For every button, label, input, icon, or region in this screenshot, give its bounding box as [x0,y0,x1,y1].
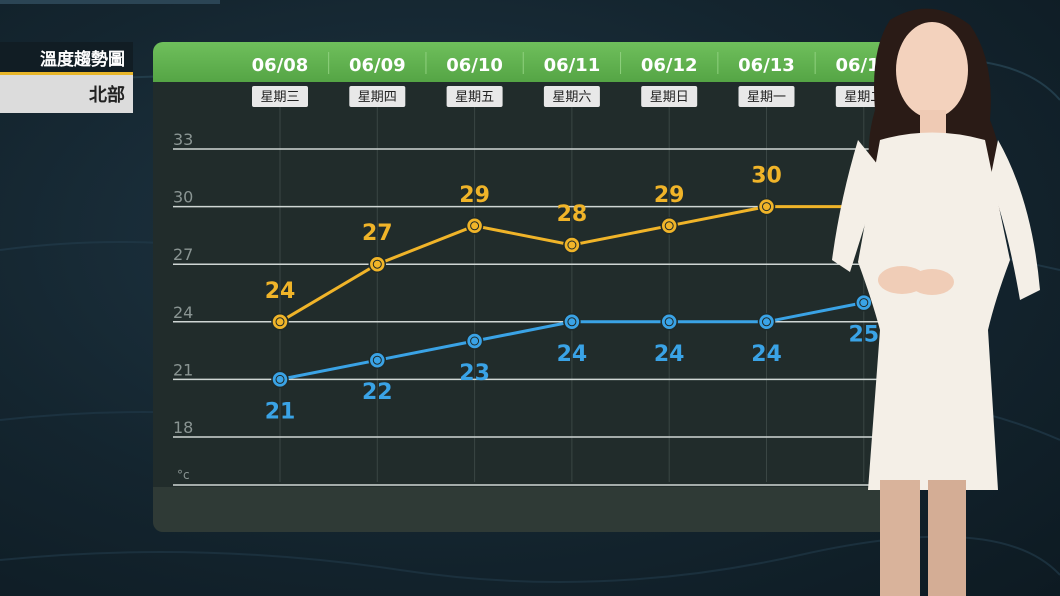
low-value-label: 24 [557,342,588,367]
low-point-center [859,298,869,308]
weekday-label: 星期五 [455,90,494,105]
chart-panel: 06/08 星期三 06/09 星期四 06/10 星期五 06/11 星期六 06/12 星期日… [153,42,893,532]
region-label: 北部 [0,75,133,113]
date-label: 06/09 [349,55,406,76]
y-tick-label: 33 [173,130,193,149]
date-label: 06/10 [446,55,503,76]
high-point-center [372,259,382,269]
high-point-center [470,221,480,231]
y-tick-label: 30 [173,188,193,207]
high-value-label: 28 [557,202,588,227]
temperature-chart: 06/08 星期三 06/09 星期四 06/10 星期五 06/11 星期六 06/12 星期日… [173,52,893,486]
low-point-center [664,317,674,327]
low-value-label: 21 [265,399,296,424]
y-tick-label: 21 [173,360,193,379]
high-value-label: 29 [459,183,490,208]
date-label: 06/13 [738,55,795,76]
presenter-figure [832,8,1040,596]
low-value-label: 24 [654,342,685,367]
low-point-center [275,374,285,384]
y-tick-label: 18 [173,418,193,437]
weekday-label: 星期六 [552,90,591,105]
weekday-badge [543,86,600,107]
low-point-center [470,336,480,346]
date-label: 06/11 [544,55,601,76]
high-point-center [275,317,285,327]
high-value-label: 27 [362,221,393,246]
low-point-center [567,317,577,327]
weekday-badge [252,86,308,107]
high-point-center [664,221,674,231]
low-point-center [372,355,382,365]
title-box: 溫度趨勢圖 北部 [0,42,133,113]
high-value-label: 24 [265,279,296,304]
high-value-label: 29 [654,183,685,208]
date-label: 06/12 [641,55,698,76]
weekday-label: 星期日 [650,90,689,105]
y-tick-label: 27 [173,245,193,264]
weekday-label: 星期三 [260,90,299,105]
high-value-label: 30 [751,164,782,189]
weekday-badge [349,86,406,107]
low-value-label: 22 [362,380,393,405]
date-label: 06/08 [252,55,309,76]
low-value-label: 23 [459,361,490,386]
unit-label: °c [177,468,190,482]
weekday-label: 星期一 [747,90,786,105]
high-point-center [567,240,577,250]
low-point-center [762,317,771,327]
weekday-badge [738,86,795,107]
y-tick-label: 24 [173,303,193,322]
weekday-label: 星期四 [358,90,397,105]
weekday-label: 星期二 [844,90,883,105]
weekday-badge [641,86,698,107]
panel-footer [153,487,893,532]
chart-title: 溫度趨勢圖 [0,42,133,75]
top-strip [0,0,220,4]
low-value-label: 25 [848,323,879,348]
low-value-label: 24 [751,342,782,367]
high-point-center [762,202,771,212]
weekday-badge [446,86,503,107]
